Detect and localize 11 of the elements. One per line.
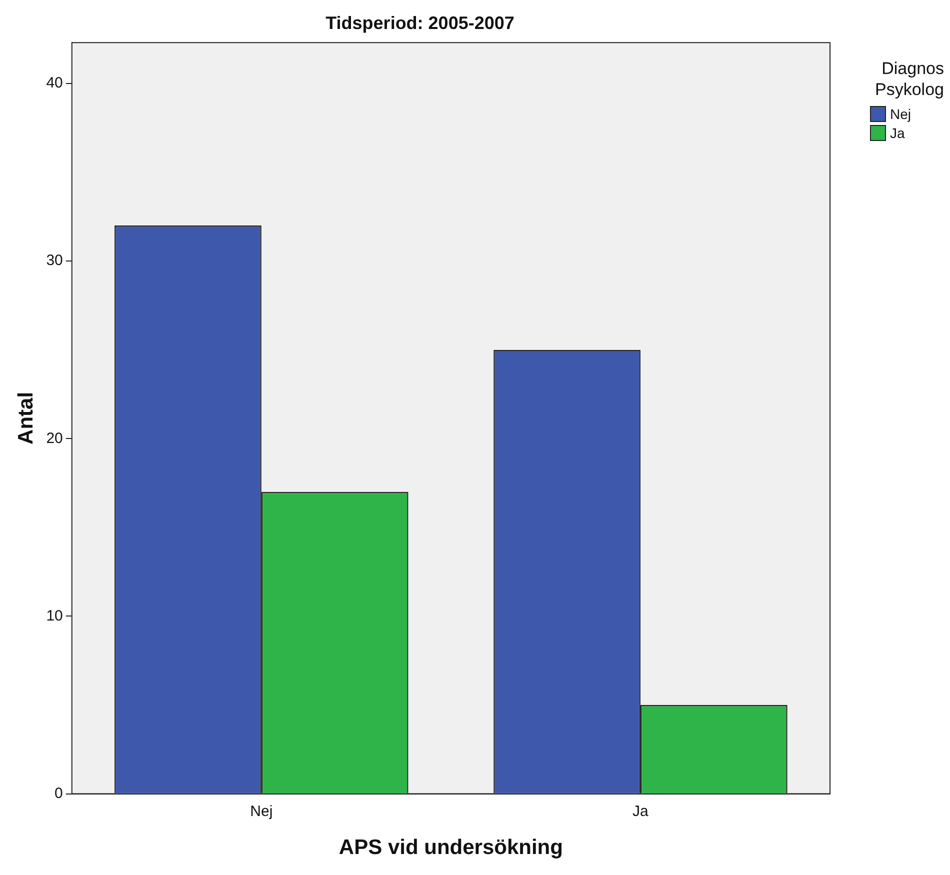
- y-tick-label: 0: [54, 784, 63, 802]
- chart-title: Tidsperiod: 2005-2007: [326, 12, 514, 33]
- legend-label: Nej: [889, 106, 912, 122]
- legend-title: Diagnos Psykolog: [874, 58, 944, 100]
- x-axis-title: APS vid undersökning: [338, 836, 563, 860]
- y-tick-label: 10: [46, 607, 63, 624]
- y-axis-title: Antal: [14, 392, 38, 444]
- legend-label: Ja: [889, 125, 906, 141]
- y-tick-label: 30: [46, 252, 63, 270]
- y-tick-label: 20: [46, 430, 63, 447]
- y-tick-label: 40: [46, 74, 63, 92]
